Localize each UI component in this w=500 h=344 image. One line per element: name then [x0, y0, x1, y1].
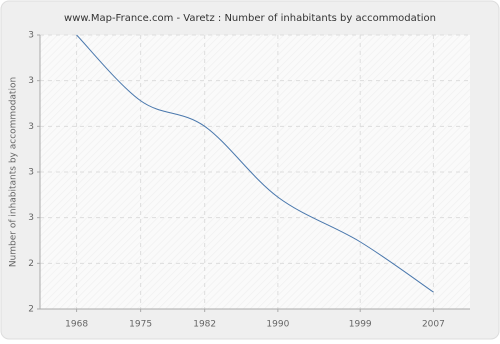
y-tick-label: 3 [28, 122, 34, 132]
x-tick-label: 1982 [193, 320, 216, 330]
x-tick-label: 1968 [65, 320, 88, 330]
y-tick-label: 2 [28, 305, 34, 315]
y-tick-label: 3 [28, 168, 34, 178]
y-tick-label: 3 [28, 31, 34, 41]
y-tick-label: 3 [28, 213, 34, 223]
x-tick-label: 2007 [422, 320, 445, 330]
x-tick-label: 1975 [129, 320, 152, 330]
x-tick-label: 1990 [266, 320, 289, 330]
data-line [76, 34, 434, 293]
chart-title: www.Map-France.com - Varetz : Number of … [64, 13, 436, 24]
y-tick-label: 3 [28, 76, 34, 86]
x-tick-label: 1999 [349, 320, 372, 330]
y-tick-label: 2 [28, 259, 34, 269]
plot-area [40, 35, 470, 309]
y-axis-label: Number of inhabitants by accommodation [9, 77, 19, 267]
